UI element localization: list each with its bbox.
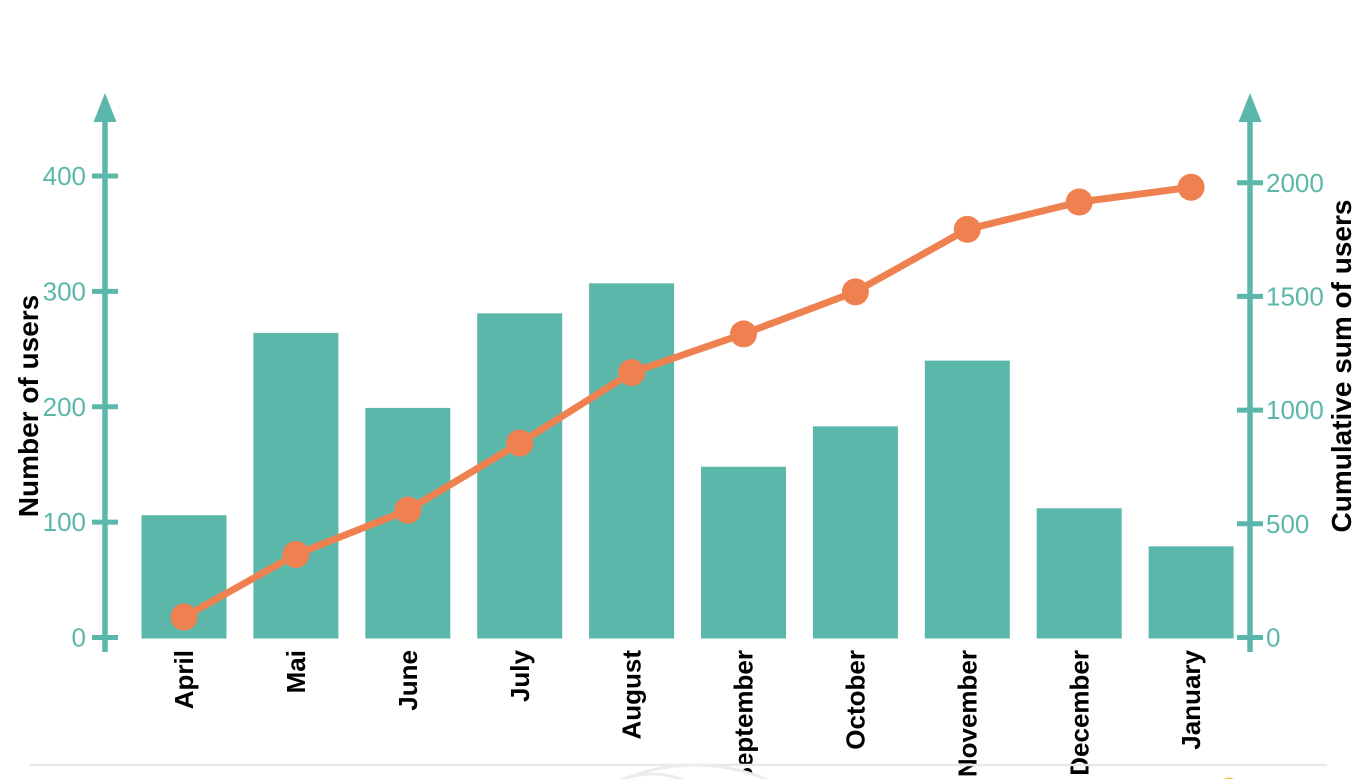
left-axis-tick-label: 200 xyxy=(43,392,86,422)
x-label-june: June xyxy=(393,650,423,711)
right-axis-tick-label: 2000 xyxy=(1266,168,1324,198)
right-axis-tick-label: 1500 xyxy=(1266,282,1324,312)
x-label-september: September xyxy=(729,650,759,779)
bar-september[interactable] xyxy=(701,466,786,639)
right-axis-arrow-icon xyxy=(1238,93,1262,122)
right-axis-title: Cumulative sum of users xyxy=(1326,200,1357,533)
bar-mai[interactable] xyxy=(253,332,339,639)
bar-january[interactable] xyxy=(1148,546,1234,639)
left-axis-title: Number of users xyxy=(13,295,44,518)
line-point-october[interactable] xyxy=(841,278,869,306)
line-point-june[interactable] xyxy=(394,496,422,524)
left-axis-tick-label: 400 xyxy=(43,161,86,191)
line-point-january[interactable] xyxy=(1177,173,1205,201)
bar-december[interactable] xyxy=(1036,508,1122,639)
left-axis-tick-label: 300 xyxy=(43,276,86,306)
x-label-august: August xyxy=(617,650,647,740)
right-axis-tick-label: 1000 xyxy=(1266,395,1324,425)
left-axis-tick-label: 0 xyxy=(72,623,86,653)
right-axis-tick-label: 500 xyxy=(1266,509,1309,539)
bar-november[interactable] xyxy=(924,360,1010,639)
line-point-july[interactable] xyxy=(506,429,534,457)
decor-circle-small xyxy=(619,772,685,779)
line-point-april[interactable] xyxy=(170,603,198,631)
decor-circle-large xyxy=(620,763,770,779)
right-axis-tick-label: 0 xyxy=(1266,623,1280,653)
bar-august[interactable] xyxy=(589,283,675,639)
cumulative-line xyxy=(180,183,1195,621)
x-label-january: January xyxy=(1176,649,1206,749)
line-point-november[interactable] xyxy=(953,215,981,243)
left-axis-tick-label: 100 xyxy=(43,507,86,537)
x-label-october: October xyxy=(841,650,871,750)
left-axis-arrow-icon xyxy=(93,93,117,122)
x-label-mai: Mai xyxy=(281,650,311,693)
bar-july[interactable] xyxy=(477,313,563,639)
x-label-april: April xyxy=(169,650,199,709)
line-point-mai[interactable] xyxy=(282,540,310,568)
x-label-december: December xyxy=(1064,650,1094,776)
line-point-september[interactable] xyxy=(730,320,757,348)
line-point-august[interactable] xyxy=(618,359,646,387)
x-label-july: July xyxy=(505,649,535,702)
bar-october[interactable] xyxy=(812,426,898,639)
x-label-november: November xyxy=(952,650,982,777)
line-point-december[interactable] xyxy=(1065,188,1093,216)
